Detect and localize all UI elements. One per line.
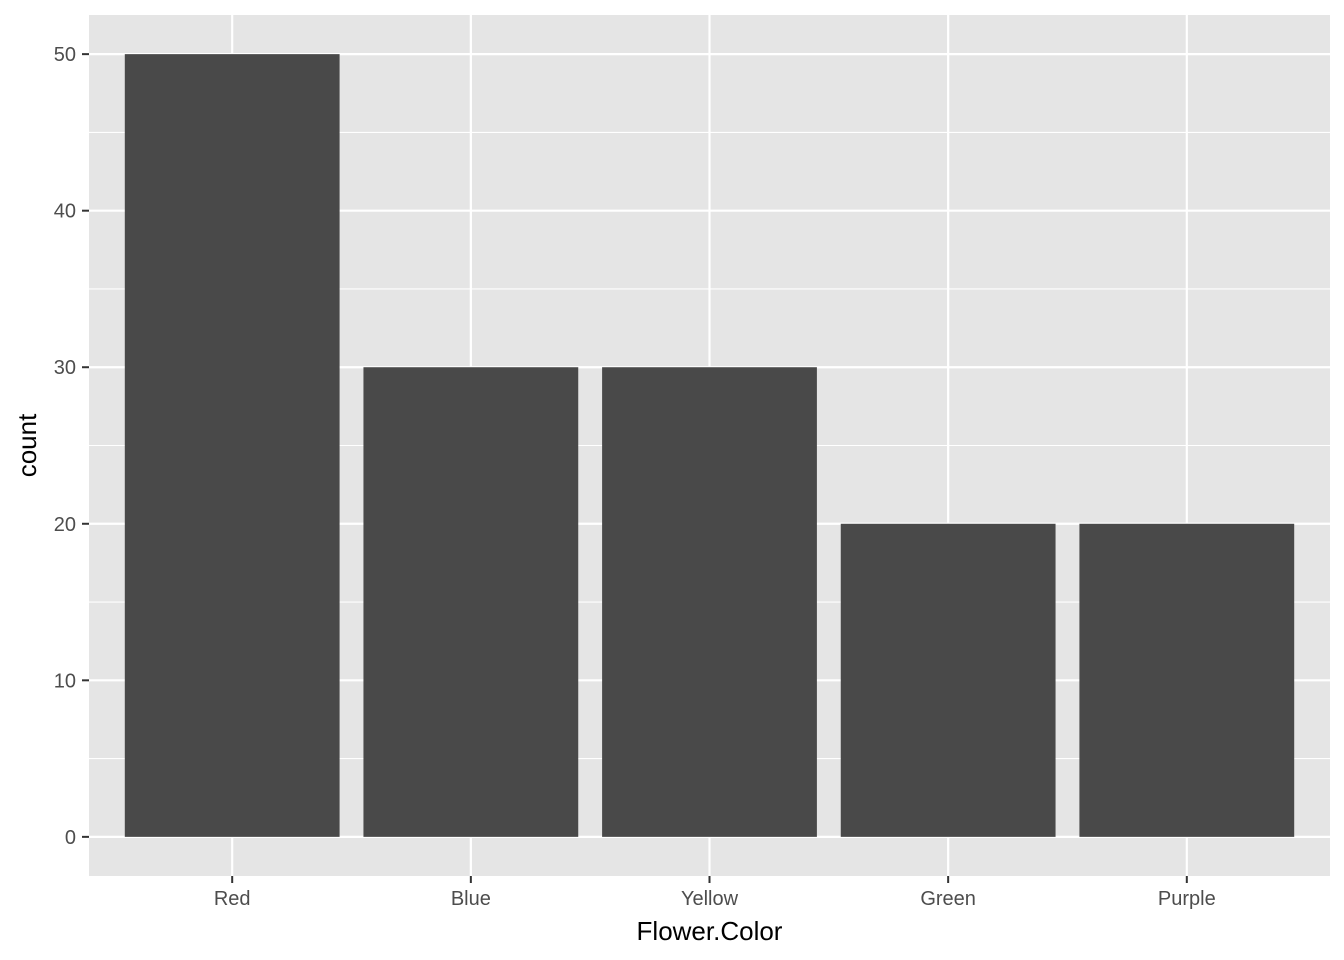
- x-tick-label: Purple: [1158, 888, 1216, 910]
- x-axis: Red Blue Yellow Green Purple: [214, 876, 1216, 910]
- bar-red: [124, 54, 340, 837]
- y-tick-label: 50: [54, 44, 76, 66]
- x-tick-label: Blue: [451, 888, 491, 910]
- y-tick-label: 30: [54, 357, 76, 379]
- y-tick-label: 40: [54, 201, 76, 223]
- x-tick-label: Red: [214, 888, 251, 910]
- x-tick-label: Yellow: [681, 888, 739, 910]
- y-axis: 0 10 20 30 40 50: [54, 44, 89, 849]
- bar-blue: [363, 367, 579, 837]
- bars: [124, 54, 1295, 837]
- bar-purple: [1079, 523, 1295, 837]
- y-tick-label: 0: [65, 827, 76, 849]
- y-axis-title: count: [12, 413, 42, 477]
- x-axis-title: Flower.Color: [637, 916, 783, 946]
- x-tick-label: Green: [920, 888, 976, 910]
- bar-green: [840, 523, 1056, 837]
- bar-yellow: [602, 367, 817, 837]
- y-tick-label: 20: [54, 514, 76, 536]
- y-tick-label: 10: [54, 670, 76, 692]
